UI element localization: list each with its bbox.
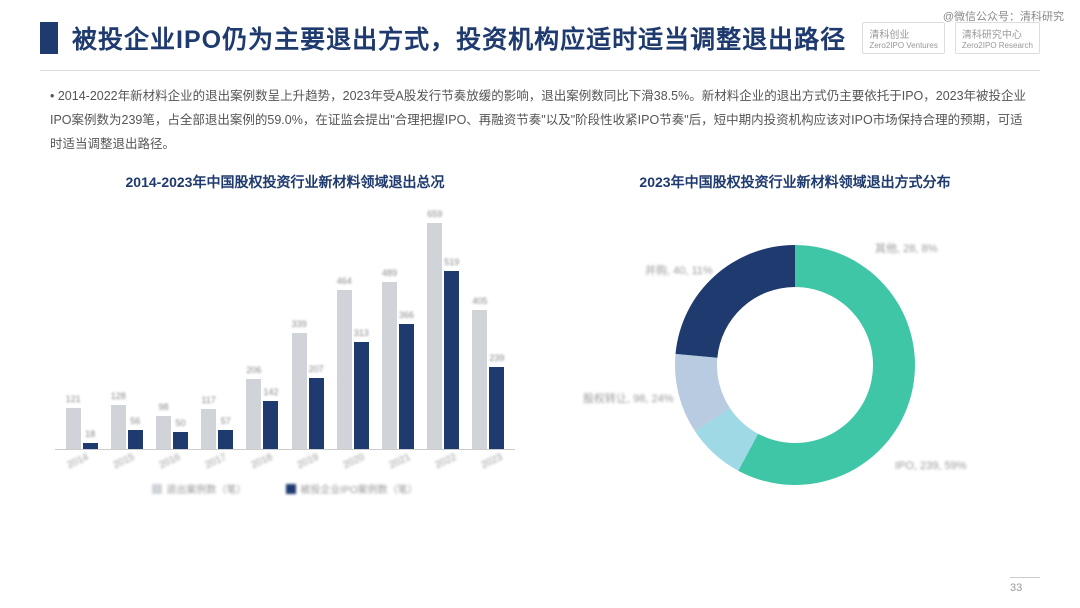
page-number-line: [1010, 577, 1040, 578]
brand-logos: 清科创业 Zero2IPO Ventures 清科研究中心 Zero2IPO R…: [862, 22, 1040, 54]
charts-container: 2014-2023年中国股权投资行业新材料领域退出总况 121 18 128 56 98…: [0, 164, 1080, 520]
bar-total: 117: [201, 409, 216, 449]
bar-value-label: 206: [246, 365, 261, 375]
bar-total: 339: [292, 333, 307, 449]
x-tick-label: 2019: [285, 447, 331, 476]
x-tick-label: 2023: [469, 447, 515, 476]
donut-label: 股权转让, 98, 24%: [583, 390, 673, 406]
bar-ipo: 142: [263, 401, 278, 450]
watermark-text: @微信公众号：清科研究: [943, 8, 1064, 24]
bar-value-label: 18: [85, 429, 95, 439]
bar-ipo: 519: [444, 271, 459, 449]
x-tick-label: 2014: [55, 447, 101, 476]
bar-value-label: 464: [337, 276, 352, 286]
donut-label: 其他, 28, 8%: [875, 240, 937, 256]
bar-total: 128: [111, 405, 126, 449]
x-tick-label: 2015: [101, 447, 147, 476]
header-divider: [40, 70, 1040, 71]
brand-left-name: 清科创业: [869, 26, 937, 41]
title-accent-block: [40, 22, 58, 54]
bar-value-label: 239: [489, 353, 504, 363]
bar-value-label: 313: [354, 328, 369, 338]
x-tick-label: 2021: [377, 447, 423, 476]
donut-label: IPO, 239, 59%: [895, 460, 967, 472]
brand-left-sub: Zero2IPO Ventures: [869, 41, 937, 50]
page-number: 33: [1010, 577, 1040, 594]
brand-right-name: 清科研究中心: [962, 26, 1033, 41]
legend-item-a: 退出案例数（笔）: [152, 481, 246, 496]
page-title: 被投企业IPO仍为主要退出方式，投资机构应适时适当调整退出路径: [72, 20, 862, 56]
bar-legend: 退出案例数（笔） 被投企业IPO案例数（笔）: [55, 481, 515, 496]
legend-swatch-a: [152, 484, 162, 494]
bar-group: 659519: [421, 223, 466, 449]
bar-value-label: 142: [263, 387, 278, 397]
legend-label-a: 退出案例数（笔）: [166, 481, 246, 496]
bar-value-label: 117: [202, 395, 216, 405]
bar-ipo: 313: [354, 342, 369, 449]
x-tick-label: 2022: [423, 447, 469, 476]
bar-total: 206: [246, 379, 261, 450]
bar-group: 121 18: [59, 408, 104, 449]
legend-label-b: 被投企业IPO案例数（笔）: [300, 481, 417, 496]
bar-group: 11757: [195, 409, 240, 449]
bar-value-label: 207: [309, 364, 324, 374]
bar-group: 98 50: [149, 416, 194, 450]
bar-total: 489: [382, 282, 397, 450]
donut-label: 并购, 40, 11%: [645, 262, 713, 278]
brand-right: 清科研究中心 Zero2IPO Research: [955, 22, 1040, 54]
bar-value-label: 56: [130, 416, 140, 426]
bar-value-label: 339: [292, 319, 307, 329]
x-tick-label: 2016: [147, 447, 193, 476]
bar-value-label: 50: [175, 418, 185, 428]
bar-x-axis: 2014201520162017201820192020202120222023: [55, 450, 515, 467]
bar-ipo: 207: [309, 378, 324, 449]
donut-chart: IPO, 239, 59% 其他, 28, 8% 并购, 40, 11% 股权转让, …: [565, 210, 1025, 520]
page-number-value: 33: [1010, 582, 1040, 594]
left-chart-title: 2014-2023年中国股权投资行业新材料领域退出总况: [126, 172, 445, 192]
bar-group: 128 56: [104, 405, 149, 449]
bar-group: 206142: [240, 379, 285, 450]
bar-total: 121: [66, 408, 81, 449]
bar-value-label: 121: [66, 394, 81, 404]
bar-ipo: 239: [489, 367, 504, 449]
bar-value-label: 366: [399, 310, 414, 320]
bar-group: 489366: [375, 282, 420, 450]
bar-value-label: 98: [158, 402, 168, 412]
brand-left: 清科创业 Zero2IPO Ventures: [862, 22, 944, 54]
bar-group: 464313: [330, 290, 375, 449]
bar-total: 464: [337, 290, 352, 449]
bar-value-label: 659: [427, 209, 442, 219]
bar-ipo: 366: [399, 324, 414, 449]
body-paragraph: • 2014-2022年新材料企业的退出案例数呈上升趋势，2023年受A股发行节…: [0, 81, 1080, 164]
x-tick-label: 2017: [193, 447, 239, 476]
bar-total: 98: [156, 416, 171, 450]
bar-group: 405239: [466, 310, 511, 449]
x-tick-label: 2020: [331, 447, 377, 476]
brand-right-sub: Zero2IPO Research: [962, 41, 1033, 50]
legend-swatch-b: [286, 484, 296, 494]
bar-value-label: 519: [444, 257, 459, 267]
slide-header: 被投企业IPO仍为主要退出方式，投资机构应适时适当调整退出路径 清科创业 Zer…: [0, 0, 1080, 66]
left-chart-column: 2014-2023年中国股权投资行业新材料领域退出总况 121 18 128 56 98…: [40, 164, 530, 520]
right-chart-title: 2023年中国股权投资行业新材料领域退出方式分布: [639, 172, 950, 192]
bar-plot-area: 1211812856985011757206142339207464313489…: [55, 210, 515, 450]
bar-value-label: 405: [472, 296, 487, 306]
bar-ipo: 57: [218, 430, 233, 450]
bar-value-label: 57: [221, 416, 231, 426]
bar-value-label: 489: [382, 268, 397, 278]
bar-total: 659: [427, 223, 442, 449]
right-chart-column: 2023年中国股权投资行业新材料领域退出方式分布 IPO, 239, 59% 其他…: [550, 164, 1040, 520]
bar-group: 339207: [285, 333, 330, 449]
bar-value-label: 128: [111, 391, 126, 401]
bar-total: 405: [472, 310, 487, 449]
legend-item-b: 被投企业IPO案例数（笔）: [286, 481, 417, 496]
bar-chart: 1211812856985011757206142339207464313489…: [55, 210, 515, 500]
x-tick-label: 2018: [239, 447, 285, 476]
